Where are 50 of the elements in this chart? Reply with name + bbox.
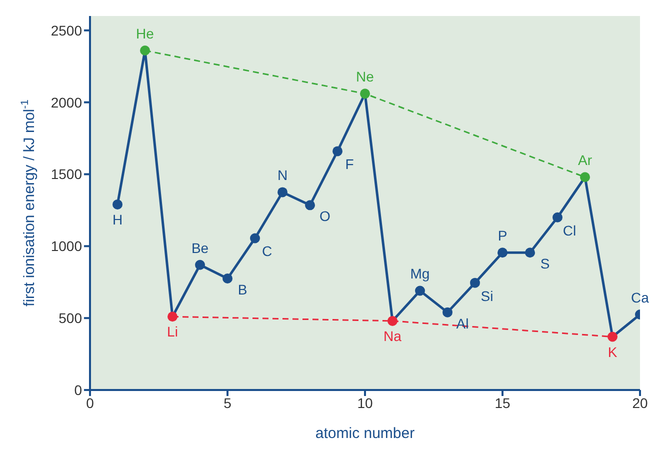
point [580, 172, 590, 182]
point [278, 187, 288, 198]
annotation: P [498, 228, 508, 244]
point [195, 260, 205, 270]
point [360, 88, 370, 99]
point [498, 248, 508, 258]
point [222, 274, 232, 284]
point [332, 146, 342, 156]
annotation: Mg [410, 266, 430, 282]
y-tick-label: 1500 [50, 166, 82, 182]
y-tick-label: 1000 [50, 238, 82, 254]
annotation: S [540, 256, 550, 272]
y-tick-label: 2000 [50, 94, 82, 110]
x-axis-title: atomic number [315, 425, 415, 442]
point [442, 307, 452, 318]
x-tick-label: 15 [494, 394, 510, 411]
annotation: H [112, 211, 123, 228]
annotation: Be [191, 240, 209, 256]
annotation: B [238, 282, 248, 298]
annotation: Ar [578, 152, 592, 168]
x-tick-label: 5 [224, 394, 232, 411]
point [415, 286, 425, 296]
point [470, 278, 480, 288]
point [168, 312, 178, 322]
annotation: C [262, 243, 272, 260]
point [305, 200, 315, 210]
y-tick-label: 2500 [50, 22, 82, 38]
annotation: O [320, 208, 331, 224]
annotation: Ne [356, 68, 374, 85]
annotation: Li [167, 324, 178, 340]
x-tick-label: 0 [86, 394, 94, 411]
point [552, 212, 562, 222]
annotation: K [608, 344, 618, 360]
annotation: He [136, 26, 154, 42]
point [140, 46, 150, 56]
y-tick-label: 500 [58, 310, 82, 326]
point [388, 316, 398, 326]
y-tick-label: 0 [74, 382, 82, 398]
point [608, 332, 618, 342]
annotation: Cl [562, 222, 576, 238]
annotation: N [277, 167, 288, 184]
x-tick-label: 20 [632, 394, 648, 411]
annotation: F [345, 156, 354, 172]
point [250, 233, 260, 244]
x-tick-label: 10 [357, 394, 373, 411]
annotation: Ca [631, 289, 650, 306]
point [525, 248, 535, 258]
annotation: Na [384, 328, 402, 344]
point [112, 199, 122, 210]
annotation: Si [480, 288, 494, 304]
